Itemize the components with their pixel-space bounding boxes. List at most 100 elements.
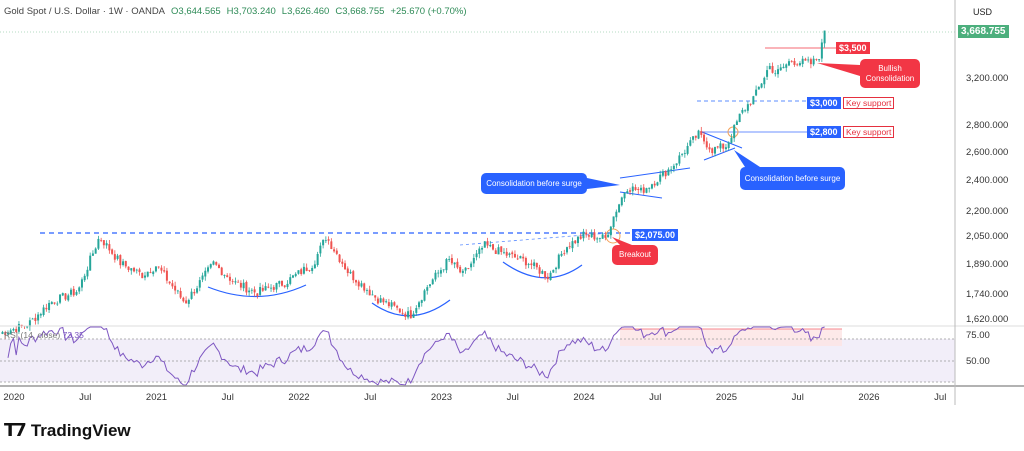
candle-body — [500, 246, 503, 253]
candle-body — [675, 163, 678, 166]
candle-body — [661, 171, 664, 176]
candle-body — [724, 147, 727, 150]
y-tick-label: 2,600.000 — [966, 146, 1009, 158]
candle-body — [481, 248, 484, 250]
candle-body — [72, 288, 75, 296]
candle-body — [275, 282, 278, 290]
candle-body — [461, 270, 464, 273]
candle-body — [152, 271, 155, 275]
candle-body — [766, 70, 769, 77]
candle-body — [217, 264, 220, 268]
x-tick-label: Jul — [222, 392, 234, 403]
x-tick-label: 2020 — [3, 392, 24, 403]
candle-body — [215, 262, 218, 265]
tv-logo-icon: 𝗧𝟳 — [4, 420, 27, 440]
callout-breakout: Breakout — [612, 245, 658, 265]
candle-body — [89, 255, 92, 271]
candle-body — [4, 332, 7, 336]
callout-consolidation-right: Consolidation before surge — [740, 167, 845, 190]
candle-body — [505, 251, 508, 256]
high-value: H3,703.240 — [226, 6, 276, 17]
candle-body — [245, 281, 248, 293]
label-2800: $2,800 — [807, 126, 841, 138]
candle-body — [672, 165, 675, 170]
candle-body — [793, 60, 796, 65]
candle-body — [319, 245, 322, 254]
candle-body — [294, 273, 297, 277]
candle-body — [626, 191, 629, 194]
candle-body — [612, 216, 615, 228]
candle-body — [593, 232, 596, 240]
candle-body — [102, 240, 105, 246]
candle-body — [154, 266, 157, 272]
candle-body — [771, 65, 774, 73]
candle-body — [434, 272, 437, 280]
candle-body — [678, 155, 681, 164]
candle-body — [511, 252, 514, 255]
candle-body — [544, 271, 547, 278]
candle-body — [535, 263, 538, 268]
candle-body — [360, 283, 363, 287]
candle-body — [308, 270, 311, 272]
candle-body — [722, 143, 725, 149]
candle-body — [330, 241, 333, 250]
callout-pointer — [734, 150, 760, 167]
candle-body — [587, 235, 590, 237]
candle-body — [437, 272, 440, 274]
candle-body — [204, 270, 207, 277]
candle-body — [664, 171, 667, 177]
candle-body — [94, 248, 97, 254]
candle-body — [135, 269, 138, 271]
candle-body — [752, 96, 755, 105]
candle-body — [234, 281, 237, 283]
candle-body — [6, 333, 9, 335]
candle-body — [168, 281, 171, 284]
candle-body — [185, 300, 188, 304]
candle-body — [371, 294, 374, 296]
candle-body — [17, 323, 20, 332]
candle-body — [508, 253, 511, 255]
candle-body — [9, 330, 12, 334]
candle-body — [538, 267, 541, 274]
rsi-tick: 75.00 — [966, 330, 990, 341]
candle-body — [311, 267, 314, 272]
candle-body — [689, 140, 692, 146]
candle-body — [692, 136, 695, 140]
open-value: O3,644.565 — [171, 6, 221, 17]
candle-body — [576, 236, 579, 244]
candle-body — [563, 253, 566, 255]
candle-body — [289, 277, 292, 284]
tradingview-logo[interactable]: 𝗧𝟳 TradingView — [4, 420, 131, 441]
candle-body — [607, 234, 610, 238]
candle-body — [530, 263, 533, 266]
pennant-right — [701, 131, 743, 161]
candle-body — [133, 267, 136, 272]
candle-body — [470, 263, 473, 268]
key-support-3000: Key support — [843, 97, 895, 109]
candle-body — [713, 147, 716, 154]
change-value: +25.670 (+0.70%) — [390, 6, 467, 17]
candle-body — [730, 137, 733, 143]
candle-body — [116, 255, 119, 259]
y-tick-label: 1,890.000 — [966, 259, 1009, 271]
candle-body — [190, 291, 193, 299]
low-value: L3,626.460 — [281, 6, 330, 17]
candle-body — [557, 254, 560, 269]
candle-body — [571, 241, 574, 249]
candle-body — [604, 235, 607, 238]
candle-body — [365, 290, 368, 292]
y-tick-label: 2,200.000 — [966, 205, 1009, 217]
candle-body — [807, 59, 810, 61]
callout-pointer — [587, 178, 620, 189]
candle-body — [67, 295, 70, 301]
candle-body — [705, 141, 708, 148]
candle-body — [70, 289, 72, 295]
candle-body — [716, 146, 719, 148]
candle-body — [50, 302, 53, 304]
candle-body — [396, 305, 399, 308]
candle-body — [412, 313, 415, 318]
candle-body — [259, 286, 262, 295]
candle-body — [445, 259, 448, 271]
x-tick-label: Jul — [792, 392, 804, 403]
